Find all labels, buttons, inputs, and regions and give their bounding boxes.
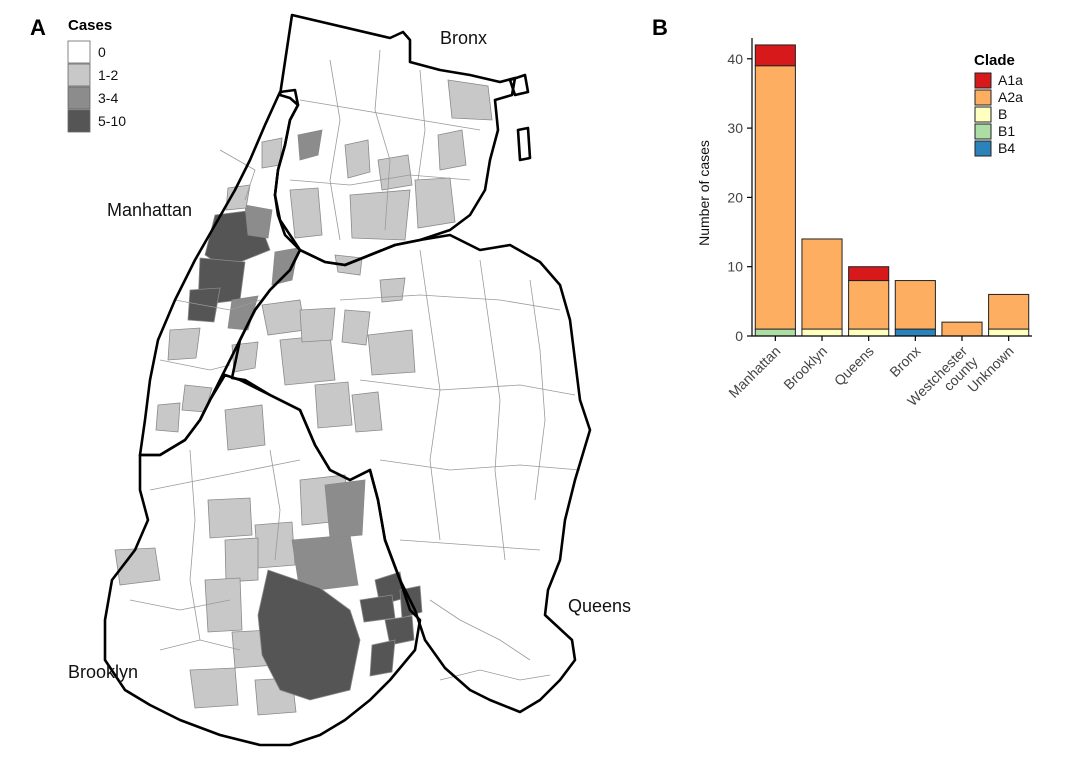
legend-swatch-1-2 — [67, 63, 91, 87]
neighborhood-area — [224, 404, 266, 451]
neighborhood-area — [447, 79, 493, 121]
neighborhood-area — [359, 594, 396, 623]
panel-a-letter: A — [30, 15, 46, 40]
bar-segment-a2a — [988, 293, 1030, 330]
neighborhood-area — [414, 177, 456, 229]
bar-segment-a2a — [754, 65, 796, 330]
neighborhood-area — [344, 139, 371, 179]
y-axis-title: Number of cases — [696, 140, 712, 246]
legend-label-b4: B4 — [998, 140, 1015, 156]
legend-swatch-3-4 — [67, 86, 91, 110]
legend-swatch-a2a — [974, 89, 992, 106]
borough-label-brooklyn: Brooklyn — [68, 662, 138, 682]
bar-segment-b4 — [894, 328, 936, 337]
neighborhood-area — [257, 569, 361, 701]
legend-label-a2a: A2a — [998, 89, 1023, 105]
y-tick-label: 40 — [727, 51, 743, 67]
bar-segment-b — [988, 328, 1030, 337]
legend-swatch-5-10 — [67, 109, 91, 133]
panel-b-letter: B — [652, 15, 668, 40]
y-tick-label: 10 — [727, 259, 743, 275]
borough-label-manhattan: Manhattan — [107, 200, 192, 220]
neighborhood-area — [204, 577, 243, 633]
bronx-shape — [275, 15, 515, 265]
borough-label-bronx: Bronx — [440, 28, 487, 48]
neighborhood-area — [167, 327, 201, 361]
legend-label-1-2: 1-2 — [98, 67, 118, 83]
bar-segment-b — [801, 328, 843, 337]
legend-label-0: 0 — [98, 44, 106, 60]
neighborhood-area — [207, 497, 253, 539]
legend-label-b: B — [998, 106, 1007, 122]
neighborhood-area — [437, 129, 467, 171]
legend-swatch-0 — [67, 40, 91, 64]
bronx-island-outline — [516, 126, 532, 162]
legend-label-b1: B1 — [998, 123, 1015, 139]
neighborhood-area — [244, 204, 273, 239]
bar-segment-a1a — [754, 44, 796, 67]
legend-swatch-a1a — [974, 72, 992, 89]
neighborhood-area — [299, 307, 336, 343]
clade-legend-title: Clade — [974, 52, 1015, 69]
neighborhood-area — [349, 189, 411, 241]
y-tick-label: 20 — [727, 189, 743, 205]
bar-segment-a2a — [894, 280, 936, 330]
y-tick-label: 0 — [735, 328, 743, 344]
neighborhood-area — [324, 479, 366, 539]
bar-segment-b1 — [754, 328, 796, 337]
bar-segment-a2a — [848, 280, 890, 330]
neighborhood-area — [367, 329, 416, 376]
neighborhood-area — [155, 402, 181, 433]
map-legend: Cases 0 1-2 3-4 5-10 — [67, 17, 126, 133]
legend-swatch-b — [974, 106, 992, 123]
bar-segment-a2a — [941, 321, 983, 337]
neighborhood-area — [279, 334, 336, 386]
neighborhood-area — [341, 309, 371, 346]
bronx-island-outline — [508, 73, 530, 97]
legend-label-5-10: 5-10 — [98, 113, 126, 129]
legend-swatch-b4 — [974, 140, 992, 157]
neighborhood-area — [189, 667, 239, 709]
neighborhood-area — [254, 521, 296, 569]
neighborhood-area — [384, 615, 415, 646]
panel-a: A Cases 0 1-2 3-4 5-10 — [30, 13, 631, 747]
x-tick-label: Queens — [831, 343, 877, 389]
neighborhood-area — [271, 247, 299, 286]
bar-stacks — [754, 44, 1030, 337]
map-boundary-lines — [129, 49, 581, 681]
map-borough-outlines — [103, 13, 592, 747]
neighborhood-area — [369, 639, 396, 677]
legend-swatch-b1 — [974, 123, 992, 140]
bar-segment-a1a — [848, 266, 890, 282]
bar-segment-b — [848, 328, 890, 337]
x-tick-label: Brooklyn — [780, 343, 830, 393]
x-tick-label: Bronx — [886, 343, 923, 380]
neighborhood-area — [297, 129, 323, 161]
neighborhood-area — [351, 391, 383, 433]
legend-label-a1a: A1a — [998, 72, 1023, 88]
x-tick-label: Manhattan — [725, 343, 783, 401]
borough-label-queens: Queens — [568, 596, 631, 616]
panel-b: B Number of cases 0 10 20 30 40 ManhattanBroo… — [652, 15, 1032, 409]
legend-label-3-4: 3-4 — [98, 90, 118, 106]
neighborhood-area — [379, 277, 406, 303]
neighborhood-area — [314, 381, 353, 429]
bar-segment-a2a — [801, 238, 843, 330]
neighborhood-area — [261, 299, 306, 336]
map-legend-title: Cases — [68, 17, 112, 34]
brooklyn-outline — [103, 373, 422, 747]
y-tick-label: 30 — [727, 120, 743, 136]
neighborhood-area — [289, 187, 323, 239]
neighborhood-area — [377, 154, 413, 191]
neighborhood-area — [224, 537, 259, 583]
